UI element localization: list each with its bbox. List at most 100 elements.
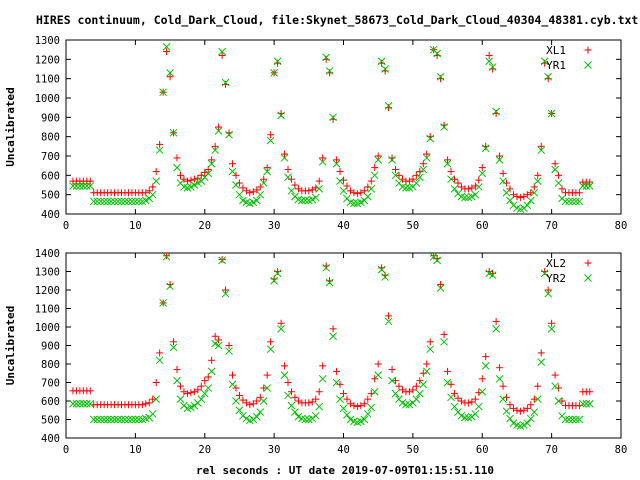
data-point: [215, 336, 223, 344]
data-point: [492, 317, 500, 325]
data-point: [263, 371, 271, 379]
data-point: [516, 407, 524, 415]
data-point: [478, 164, 486, 172]
y-tick-label: 700: [41, 151, 60, 163]
data-point: [339, 404, 348, 413]
data-point: [537, 349, 545, 357]
data-point: [204, 169, 213, 178]
data-point: [211, 146, 220, 155]
x-tick-label: 20: [198, 444, 211, 456]
data-point: [391, 171, 400, 180]
data-point: [253, 397, 261, 405]
data-point: [496, 364, 504, 372]
data-point: [582, 399, 591, 408]
data-point: [381, 273, 389, 281]
data-point: [374, 156, 383, 164]
data-point: [575, 402, 583, 410]
data-point: [485, 57, 494, 66]
figure-title: HIRES continuum, Cold_Dark_Cloud, file:S…: [36, 13, 638, 28]
y-tick-label: 1000: [35, 322, 60, 334]
data-point: [572, 197, 580, 206]
data-point: [451, 390, 458, 398]
data-point: [145, 399, 153, 407]
data-point: [415, 173, 424, 182]
data-point: [208, 156, 216, 164]
data-point: [273, 57, 282, 66]
data-point: [287, 401, 296, 410]
data-point: [558, 397, 566, 405]
data-point: [110, 197, 119, 206]
data-point: [173, 163, 181, 172]
data-point: [464, 399, 472, 407]
data-point: [474, 402, 483, 411]
data-point: [488, 271, 497, 280]
data-point: [100, 415, 109, 424]
data-point: [239, 184, 247, 192]
data-point: [402, 184, 410, 192]
data-point: [86, 399, 95, 408]
data-point: [444, 156, 452, 164]
data-point: [332, 378, 341, 387]
data-point: [377, 57, 386, 66]
x-tick-label: 0: [63, 444, 69, 456]
y-tick-label: 800: [41, 359, 60, 371]
data-point: [134, 197, 143, 206]
data-point: [415, 389, 424, 398]
data-point: [336, 395, 344, 404]
data-point: [148, 410, 157, 418]
data-point: [364, 395, 372, 403]
data-point: [395, 171, 403, 179]
data-point: [252, 196, 261, 205]
data-point: [117, 197, 126, 206]
data-point: [540, 57, 549, 66]
data-point: [537, 146, 546, 155]
data-point: [162, 252, 171, 261]
y-tick-label: 800: [41, 132, 60, 144]
data-point: [246, 401, 254, 409]
data-point: [447, 393, 455, 402]
data-point: [284, 173, 292, 182]
data-point: [311, 193, 320, 202]
data-point: [131, 415, 140, 424]
data-point: [419, 380, 428, 389]
data-point: [239, 196, 247, 205]
data-point: [190, 175, 198, 183]
data-point: [544, 286, 552, 294]
legend-label: XL1: [546, 44, 566, 57]
data-point: [392, 377, 400, 385]
data-point: [409, 386, 417, 394]
data-point: [447, 380, 455, 388]
data-point: [218, 255, 226, 263]
data-point: [568, 197, 577, 206]
data-point: [360, 415, 369, 424]
data-point: [152, 395, 161, 404]
data-point: [311, 411, 320, 420]
data-point: [270, 69, 278, 77]
data-point: [534, 382, 542, 390]
data-point: [534, 171, 542, 179]
data-point: [329, 332, 337, 341]
data-point: [436, 72, 445, 81]
x-tick-label: 20: [198, 220, 211, 232]
data-point: [388, 156, 396, 164]
data-point: [333, 156, 341, 164]
data-point: [235, 179, 243, 187]
x-tick-label: 50: [407, 444, 420, 456]
data-point: [301, 415, 310, 424]
data-point: [308, 195, 317, 204]
data-point: [461, 413, 469, 422]
data-point: [551, 382, 559, 391]
x-tick-label: 70: [545, 220, 558, 232]
data-point: [547, 324, 556, 333]
data-point: [322, 53, 331, 62]
data-point: [211, 332, 219, 340]
y-tick-label: 900: [41, 112, 60, 124]
data-point: [280, 154, 289, 162]
data-point: [586, 178, 594, 186]
data-point: [211, 142, 219, 150]
data-point: [547, 109, 556, 118]
data-point: [183, 390, 191, 398]
data-point: [426, 134, 435, 143]
data-point: [440, 337, 448, 346]
